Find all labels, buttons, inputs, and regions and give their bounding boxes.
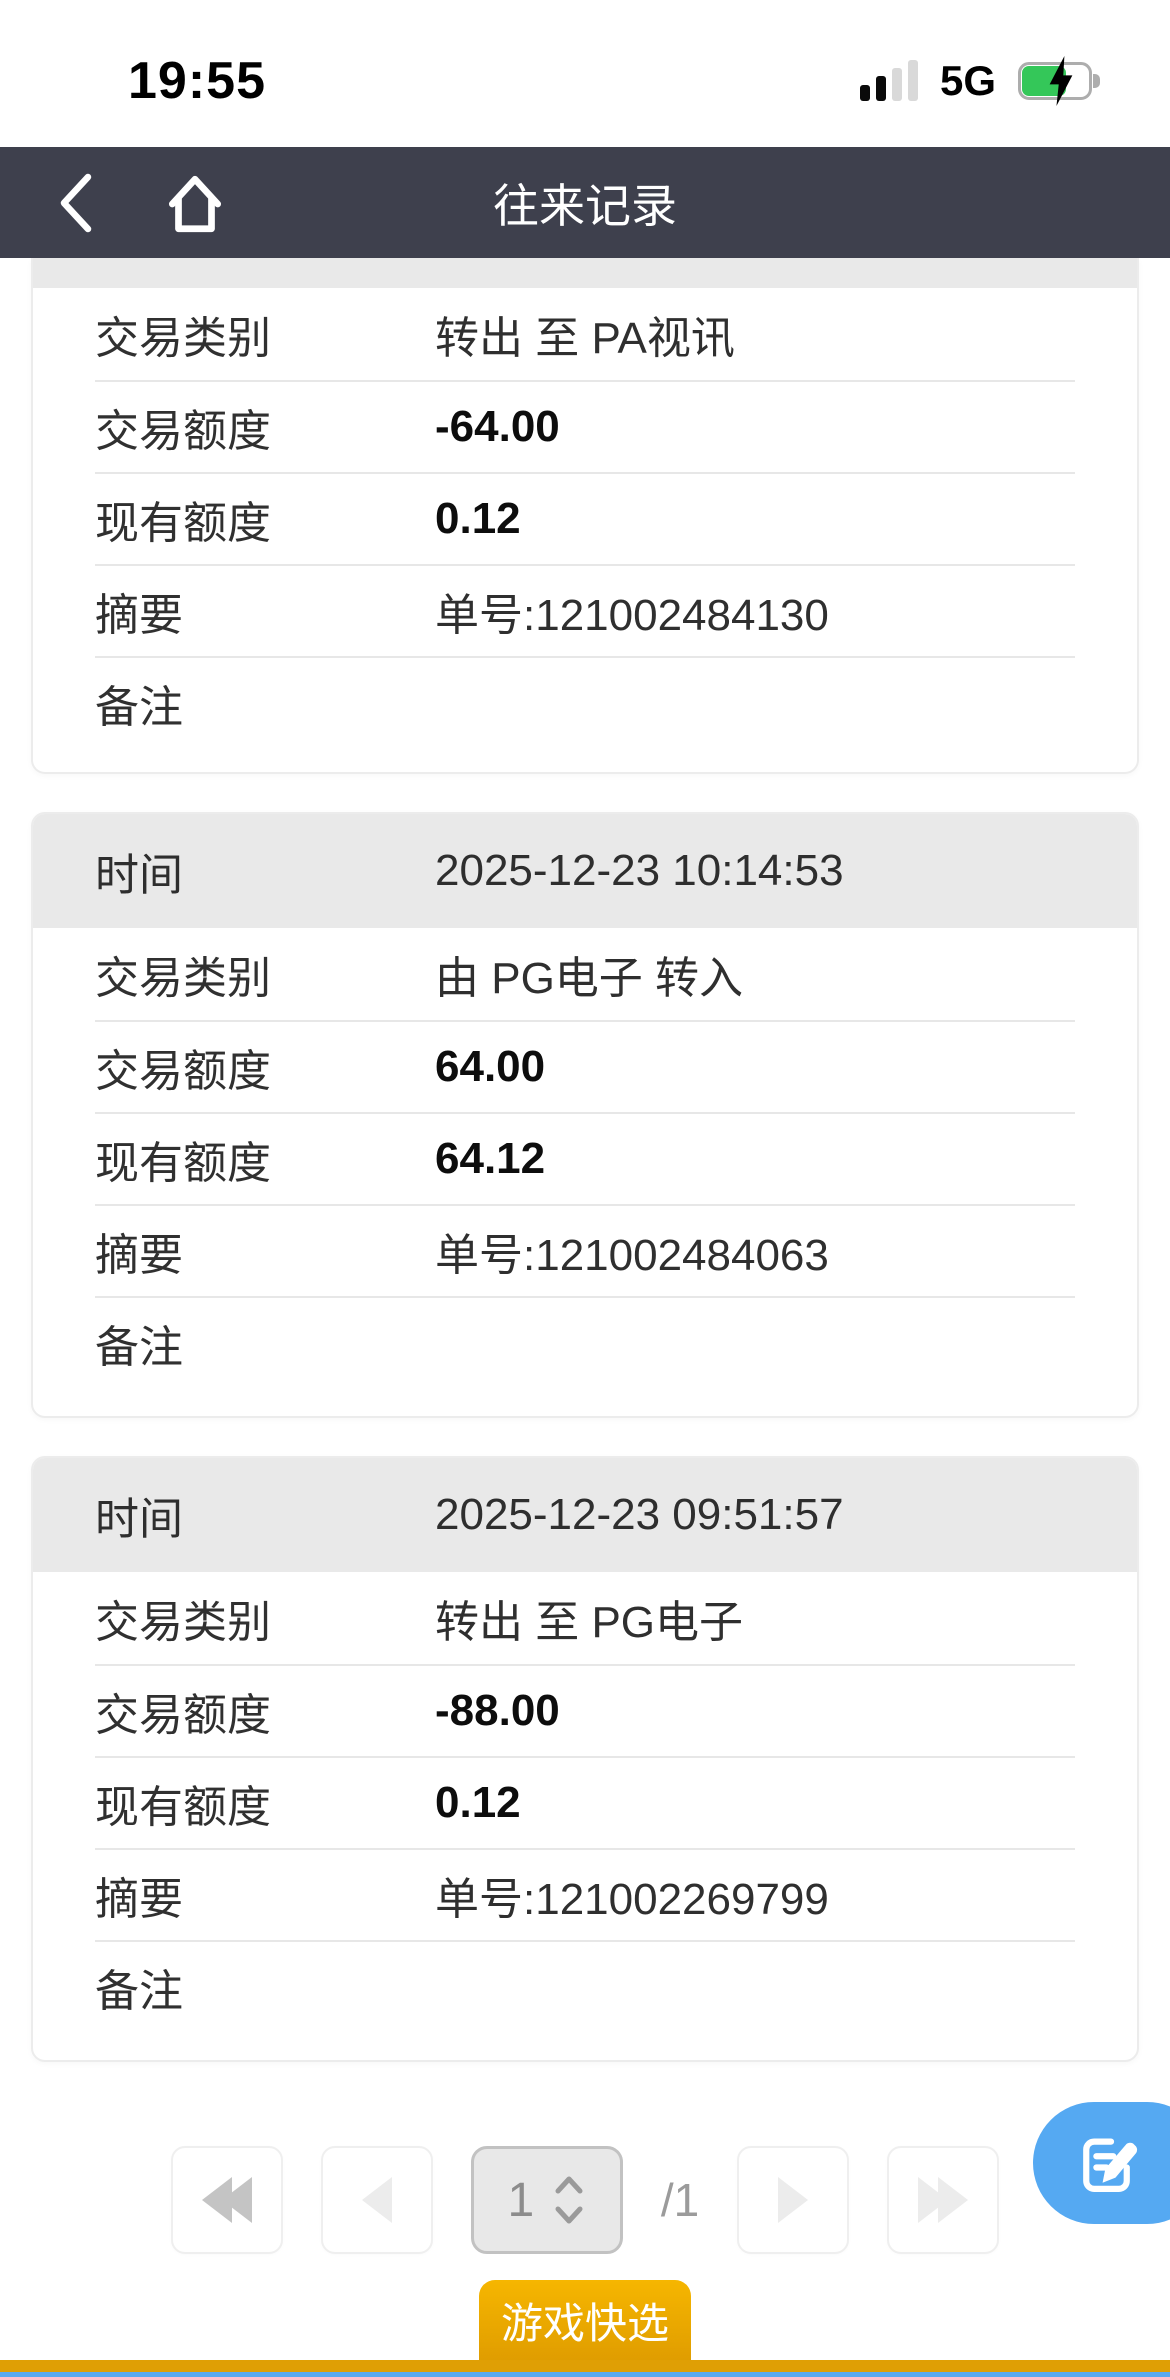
- last-page-button[interactable]: [887, 2146, 1000, 2254]
- records-list: 交易类别 转出 至 PA视讯 交易额度 -64.00 现有额度 0.12 摘要 …: [0, 258, 1170, 2254]
- record-time-row: 时间 2025-12-23 09:51:57: [33, 1458, 1137, 1572]
- page-number-input[interactable]: 1: [470, 2146, 623, 2254]
- status-bar: 19:55 5G: [0, 0, 1170, 147]
- record-row-balance: 现有额度 0.12: [95, 472, 1075, 564]
- signal-strength-icon: [859, 59, 918, 101]
- record-row-amount: 交易额度 64.00: [95, 1020, 1075, 1112]
- record-row-amount: 交易额度 -64.00: [95, 380, 1075, 472]
- pagination: 1 /1: [31, 2146, 1139, 2254]
- bottom-blue-strip: [0, 2372, 1170, 2377]
- record-row-summary: 摘要 单号:121002269799: [95, 1848, 1075, 1940]
- record-row-summary: 摘要 单号:121002484130: [95, 564, 1075, 656]
- record-card: 交易类别 转出 至 PA视讯 交易额度 -64.00 现有额度 0.12 摘要 …: [31, 258, 1139, 774]
- record-card: 时间 2025-12-23 09:51:57 交易类别 转出 至 PG电子 交易…: [31, 1456, 1139, 2062]
- left-arrow-icon: [361, 2177, 392, 2223]
- network-type-label: 5G: [939, 56, 996, 104]
- bottom-amber-bar: [0, 2360, 1170, 2372]
- edit-fab-button[interactable]: [1033, 2102, 1170, 2224]
- page-total-label: /1: [660, 2174, 700, 2226]
- record-card: 时间 2025-12-23 10:14:53 交易类别 由 PG电子 转入 交易…: [31, 812, 1139, 1418]
- compose-icon: [1083, 2138, 1138, 2192]
- clock: 19:55: [128, 51, 266, 110]
- stepper-icon[interactable]: [552, 2171, 586, 2229]
- status-indicators: 5G: [859, 55, 1104, 106]
- nav-bar: 往来记录: [0, 147, 1170, 258]
- first-page-button[interactable]: [170, 2146, 283, 2254]
- double-left-arrow-icon: [201, 2177, 252, 2223]
- back-icon[interactable]: [40, 172, 110, 234]
- record-row-balance: 现有额度 64.12: [95, 1112, 1075, 1204]
- record-row-remark: 备注: [95, 656, 1075, 748]
- record-row-type: 交易类别 转出 至 PG电子: [95, 1598, 744, 1647]
- game-quick-select-button[interactable]: 游戏快选: [479, 2280, 691, 2360]
- prev-page-button[interactable]: [320, 2146, 433, 2254]
- record-row-summary: 摘要 单号:121002484063: [95, 1204, 1075, 1296]
- record-row-amount: 交易额度 -88.00: [95, 1664, 1075, 1756]
- next-page-button[interactable]: [737, 2146, 850, 2254]
- battery-charging-icon: [1018, 55, 1104, 106]
- record-row-remark: 备注: [95, 1940, 1075, 2032]
- right-arrow-icon: [778, 2177, 809, 2223]
- record-time-row: 时间 2025-12-23 10:14:53: [33, 814, 1137, 928]
- record-row-remark: 备注: [95, 1296, 1075, 1388]
- record-time-row: [33, 258, 1137, 288]
- record-row-type: 交易类别 转出 至 PA视讯: [95, 314, 735, 363]
- home-icon[interactable]: [150, 171, 240, 235]
- record-row-balance: 现有额度 0.12: [95, 1756, 1075, 1848]
- record-row-type: 交易类别 由 PG电子 转入: [95, 954, 744, 1003]
- double-right-arrow-icon: [918, 2177, 969, 2223]
